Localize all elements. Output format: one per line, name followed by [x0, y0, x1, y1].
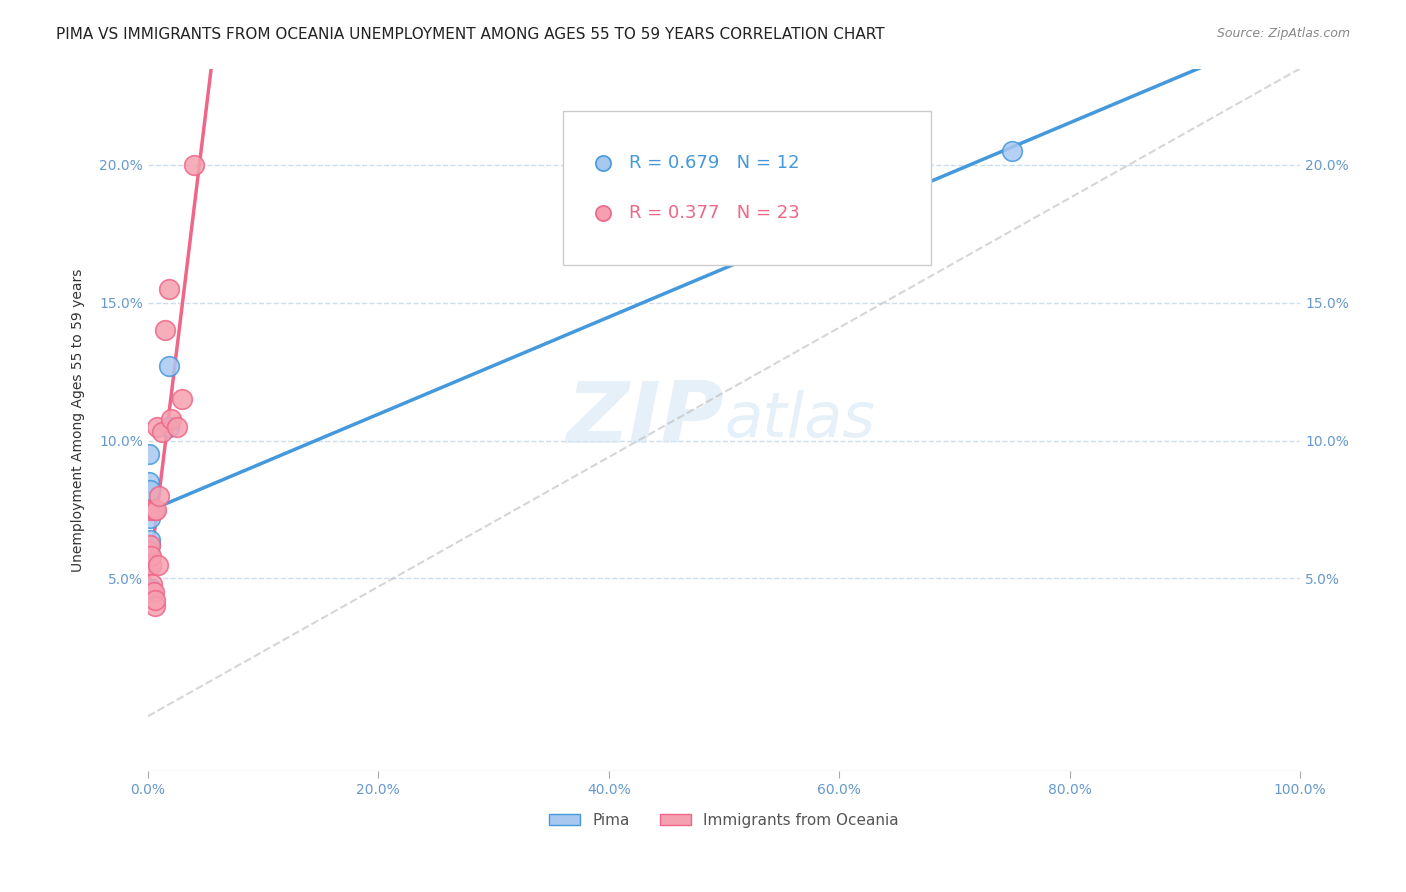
Point	[157, 420, 180, 434]
Legend: Pima, Immigrants from Oceania: Pima, Immigrants from Oceania	[543, 806, 904, 834]
Point	[148, 489, 170, 503]
Point	[141, 558, 163, 572]
Point	[138, 475, 160, 489]
Text: Source: ZipAtlas.com: Source: ZipAtlas.com	[1216, 27, 1350, 40]
Point	[139, 502, 162, 516]
Point	[139, 538, 162, 552]
Text: ZIP: ZIP	[567, 378, 724, 461]
Point	[142, 502, 165, 516]
Point	[138, 447, 160, 461]
Point	[138, 544, 160, 558]
Y-axis label: Unemployment Among Ages 55 to 59 years: Unemployment Among Ages 55 to 59 years	[72, 268, 86, 572]
Point	[146, 420, 169, 434]
Point	[142, 585, 165, 599]
Point	[157, 282, 180, 296]
Point	[153, 323, 176, 337]
Point	[150, 425, 173, 440]
Point	[141, 549, 163, 564]
Point	[166, 420, 188, 434]
Point	[139, 533, 162, 547]
Point	[143, 599, 166, 613]
Point	[145, 502, 167, 516]
Point	[148, 558, 170, 572]
Point	[139, 538, 162, 552]
Text: atlas: atlas	[724, 390, 875, 450]
Point	[141, 558, 163, 572]
Point	[1001, 145, 1024, 159]
Text: PIMA VS IMMIGRANTS FROM OCEANIA UNEMPLOYMENT AMONG AGES 55 TO 59 YEARS CORRELATI: PIMA VS IMMIGRANTS FROM OCEANIA UNEMPLOY…	[56, 27, 884, 42]
Point	[160, 411, 183, 425]
Point	[141, 577, 163, 591]
Text: R = 0.377   N = 23: R = 0.377 N = 23	[630, 203, 800, 221]
Point	[139, 483, 162, 498]
FancyBboxPatch shape	[562, 111, 931, 265]
Point	[141, 585, 163, 599]
Point	[141, 582, 163, 597]
Point	[139, 510, 162, 524]
Text: R = 0.679   N = 12: R = 0.679 N = 12	[630, 154, 800, 172]
Point	[141, 582, 163, 597]
Point	[157, 359, 180, 374]
Point	[141, 585, 163, 599]
Point	[143, 593, 166, 607]
Point	[183, 158, 205, 172]
Point	[172, 392, 194, 407]
